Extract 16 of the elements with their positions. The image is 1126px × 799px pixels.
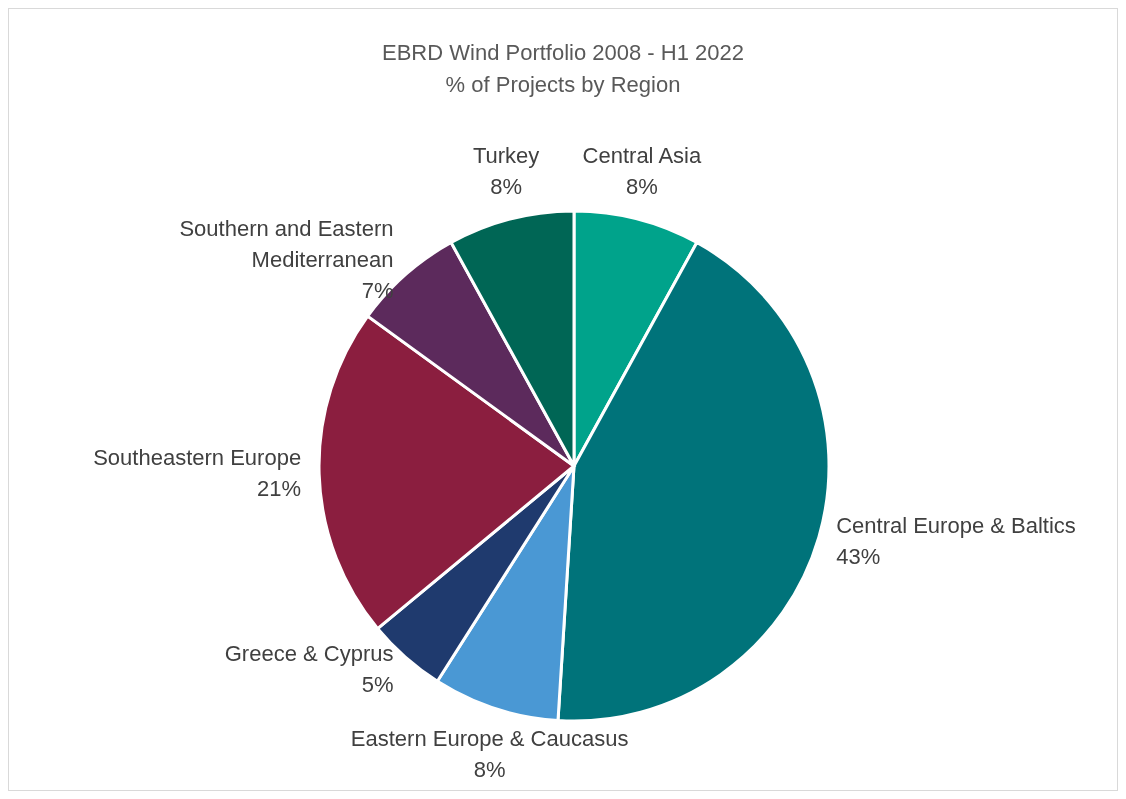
data-label: 7% <box>361 278 394 304</box>
slice-label: Southeastern Europe <box>93 444 302 470</box>
slice-label: Central Asia <box>582 142 702 168</box>
slice-label: Turkey <box>472 142 540 168</box>
chart-subtitle: % of Projects by Region <box>444 71 682 99</box>
data-label: 43% <box>836 543 881 569</box>
data-label: 8% <box>490 173 523 199</box>
slice-label: Greece & Cyprus <box>224 641 394 667</box>
slice-label: Southern and Eastern Mediterranean <box>179 216 394 273</box>
data-label: 5% <box>361 672 394 698</box>
chart-title: EBRD Wind Portfolio 2008 - H1 2022 <box>381 39 745 67</box>
slice-label: Eastern Europe & Caucasus <box>350 725 629 751</box>
data-label: 8% <box>625 173 658 199</box>
slice-label: Central Europe & Baltics <box>836 512 1076 538</box>
data-label: 21% <box>257 475 302 501</box>
data-label: 8% <box>473 756 506 782</box>
